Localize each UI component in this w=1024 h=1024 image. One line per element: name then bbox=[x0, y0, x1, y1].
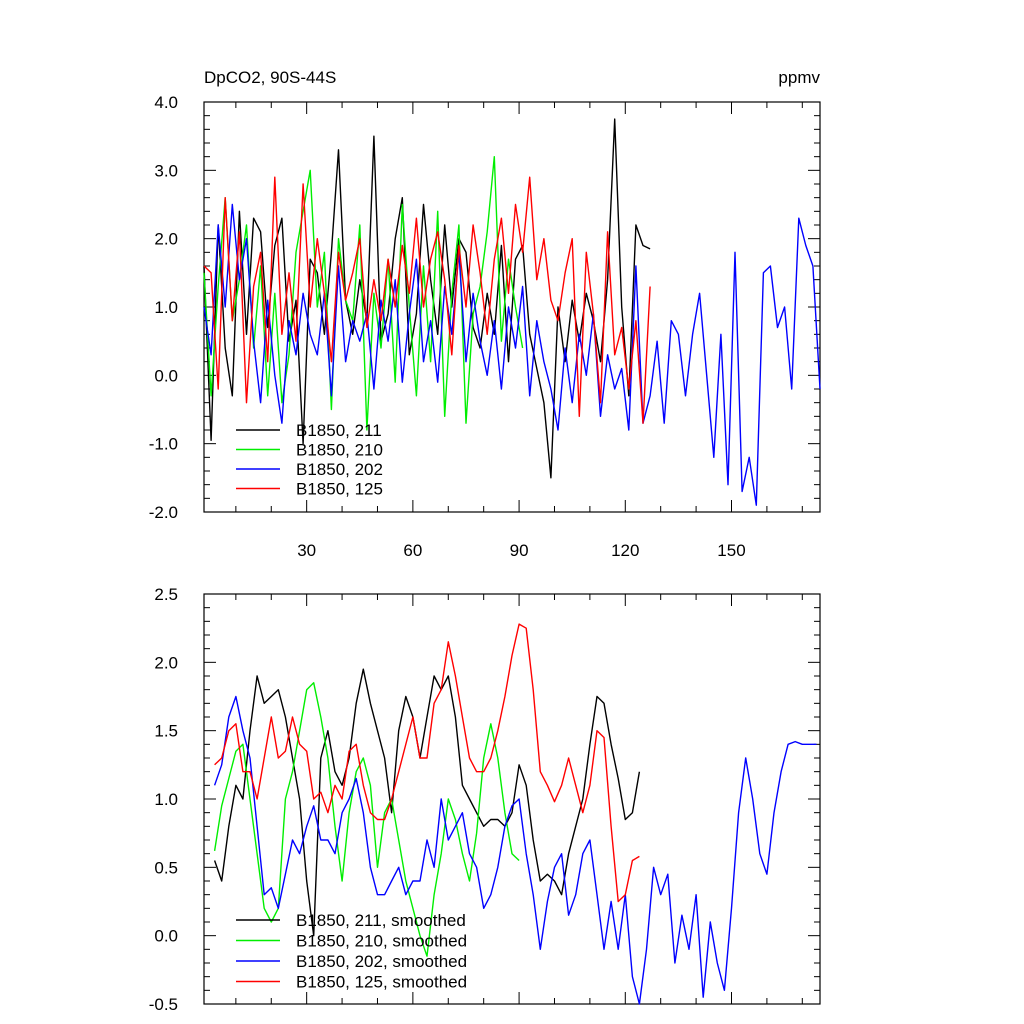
legend-label: B1850, 202, smoothed bbox=[296, 952, 467, 971]
y-tick-label: -2.0 bbox=[149, 503, 178, 522]
y-tick-label: 0.5 bbox=[154, 858, 178, 877]
x-tick-label: 150 bbox=[717, 541, 745, 560]
y-tick-label: 0.0 bbox=[154, 366, 178, 385]
series-line-3 bbox=[203, 176, 651, 424]
units-label: ppmv bbox=[778, 68, 820, 87]
series-line-2 bbox=[213, 695, 817, 1005]
y-tick-label: 1.5 bbox=[154, 722, 178, 741]
x-tick-label: 120 bbox=[611, 541, 639, 560]
series-line-0 bbox=[213, 668, 641, 937]
series-line-3 bbox=[214, 623, 640, 903]
y-tick-label: 3.0 bbox=[154, 161, 178, 180]
y-tick-label: 2.0 bbox=[154, 230, 178, 249]
y-tick-label: 4.0 bbox=[154, 93, 178, 112]
series-line-1 bbox=[213, 682, 520, 957]
y-tick-label: 2.0 bbox=[154, 653, 178, 672]
legend-label: B1850, 211, smoothed bbox=[296, 911, 466, 930]
series-line-0 bbox=[203, 118, 651, 479]
x-tick-label: 60 bbox=[403, 541, 422, 560]
chart-title: DpCO2, 90S-44S bbox=[204, 68, 336, 87]
legend-label: B1850, 210, smoothed bbox=[296, 932, 467, 951]
y-tick-label: -1.0 bbox=[149, 435, 178, 454]
series-line-1 bbox=[203, 155, 524, 431]
y-tick-label: -0.5 bbox=[149, 995, 178, 1014]
legend-label: B1850, 210 bbox=[296, 441, 383, 460]
series-line-2 bbox=[203, 203, 821, 506]
y-tick-label: 1.0 bbox=[154, 298, 178, 317]
legend-label: B1850, 125 bbox=[296, 480, 383, 499]
legend-label: B1850, 202 bbox=[296, 460, 383, 479]
x-tick-label: 30 bbox=[297, 541, 316, 560]
top-panel: DpCO2, 90S-44S ppmv 4.0 3.0 2.0 1.0 0.0 -1.0 -… bbox=[149, 68, 821, 560]
y-tick-label: 1.0 bbox=[154, 790, 178, 809]
legend-label: B1850, 125, smoothed bbox=[296, 973, 467, 992]
bottom-panel: 2.5 2.0 1.5 1.0 0.5 0.0 -0.5 B1850, 211, smooth… bbox=[149, 585, 821, 1014]
legend-label: B1850, 211 bbox=[296, 421, 382, 440]
y-tick-label: 2.5 bbox=[154, 585, 178, 604]
y-tick-label: 0.0 bbox=[154, 927, 178, 946]
x-tick-label: 90 bbox=[510, 541, 529, 560]
